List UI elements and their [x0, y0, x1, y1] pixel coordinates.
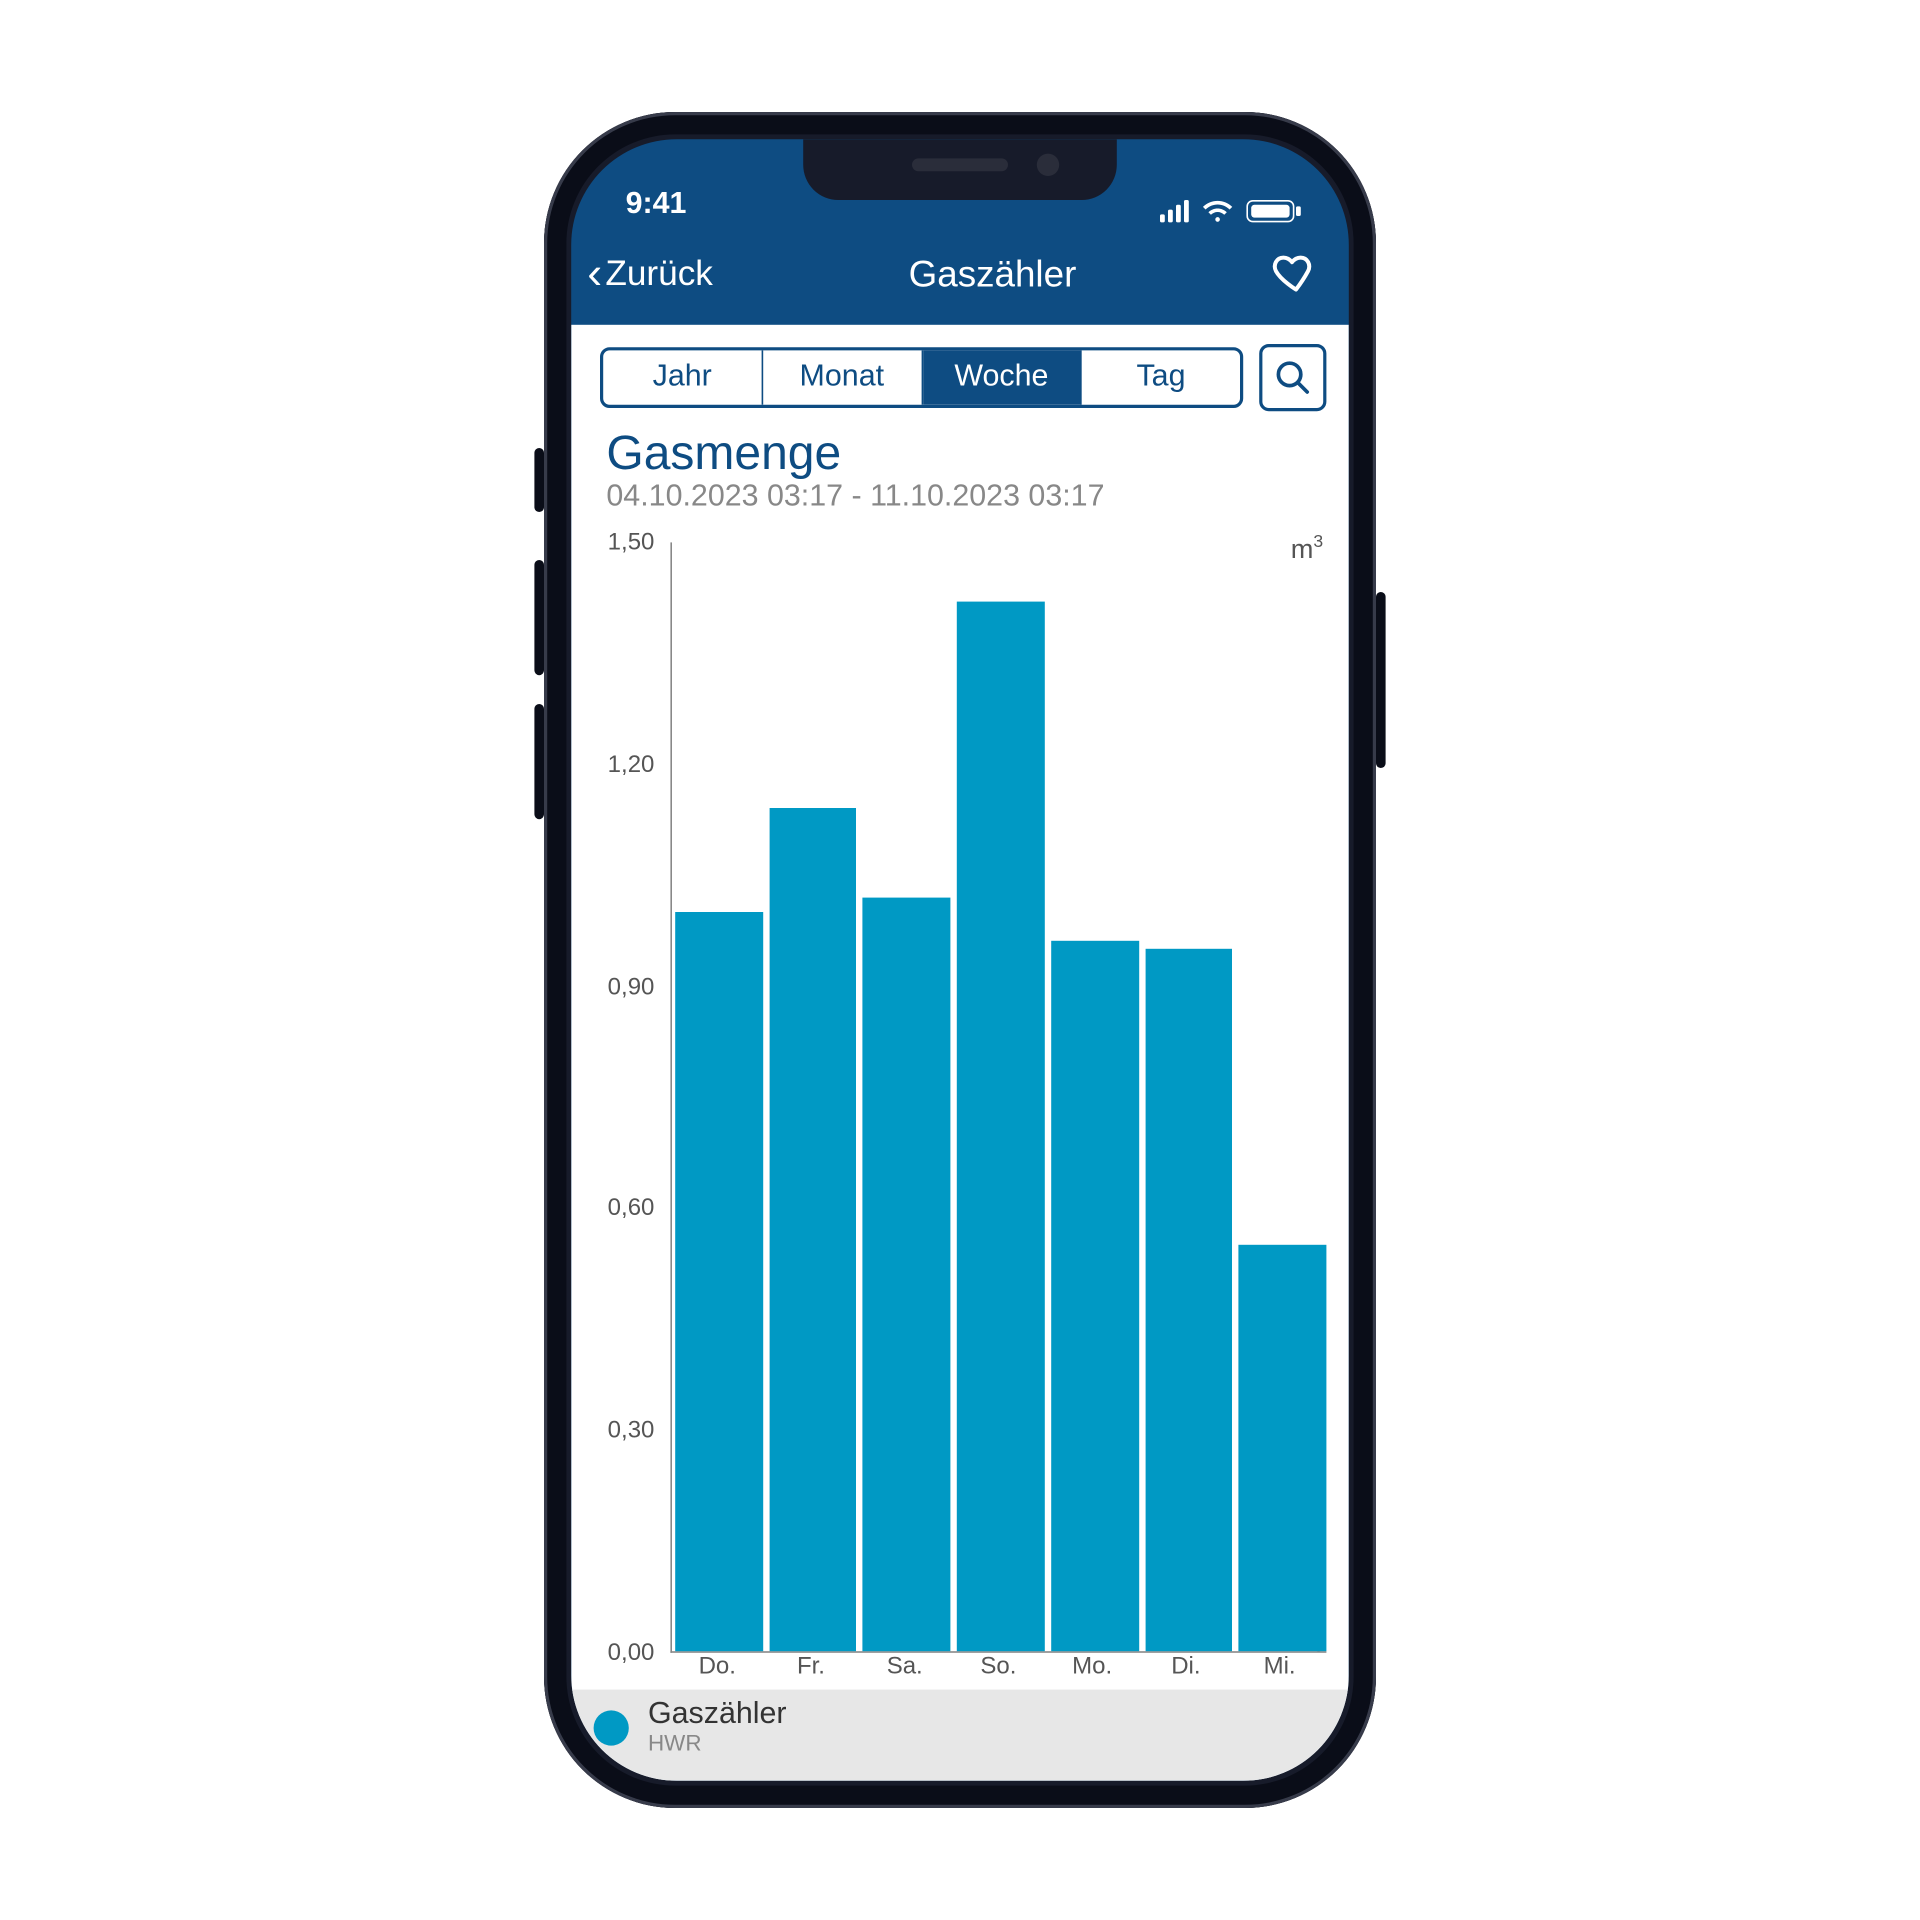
bar-Mo.[interactable]: [1051, 942, 1139, 1652]
legend-swatch: [594, 1710, 629, 1745]
segment-jahr[interactable]: Jahr: [603, 350, 763, 404]
bar-Fr.[interactable]: [769, 809, 857, 1652]
page-title: Gaszähler: [909, 252, 1077, 295]
y-tick-label: 0,30: [608, 1417, 655, 1444]
bar-Sa.[interactable]: [863, 897, 951, 1651]
chart-title: Gasmenge: [606, 427, 1320, 481]
mute-switch[interactable]: [534, 448, 544, 512]
chart-bars: [672, 542, 1326, 1651]
segment-woche[interactable]: Woche: [922, 350, 1082, 404]
y-tick-label: 1,20: [608, 751, 655, 778]
phone-notch: [803, 139, 1117, 200]
back-label: Zurück: [605, 253, 713, 295]
wifi-icon: [1202, 198, 1234, 222]
range-segmented-control[interactable]: JahrMonatWocheTag: [600, 347, 1243, 408]
segment-tag[interactable]: Tag: [1082, 350, 1240, 404]
back-button[interactable]: ‹ Zurück: [587, 251, 713, 296]
y-tick-label: 0,60: [608, 1195, 655, 1222]
x-tick-label: Di.: [1139, 1653, 1233, 1688]
x-tick-label: Fr.: [764, 1653, 858, 1688]
volume-up-button[interactable]: [534, 560, 544, 675]
content-area: JahrMonatWocheTag Gasmenge 04.10.2023 03…: [571, 325, 1349, 1781]
x-tick-label: So.: [952, 1653, 1046, 1688]
range-toolbar: JahrMonatWocheTag: [571, 325, 1349, 424]
volume-down-button[interactable]: [534, 704, 544, 819]
bar-Di.[interactable]: [1145, 949, 1233, 1651]
status-time: 9:41: [626, 187, 687, 222]
segment-monat[interactable]: Monat: [763, 350, 923, 404]
favorite-heart-icon[interactable]: [1272, 250, 1320, 298]
bar-So.[interactable]: [957, 602, 1045, 1652]
magnifier-icon: [1274, 358, 1312, 396]
battery-icon: [1246, 199, 1294, 221]
x-tick-label: Mi.: [1233, 1653, 1327, 1688]
phone-screen: 9:41 ‹ Zurück: [571, 139, 1349, 1781]
y-tick-label: 0,00: [608, 1639, 655, 1666]
x-tick-label: Sa.: [858, 1653, 952, 1688]
bar-chart: m3 Wochentag 0,000,300,600,901,201,50 Do…: [600, 542, 1326, 1688]
chart-legend[interactable]: Gaszähler HWR: [571, 1690, 1349, 1781]
chart-subtitle: 04.10.2023 03:17 - 11.10.2023 03:17: [606, 480, 1320, 515]
bar-Do.[interactable]: [675, 912, 763, 1651]
plot-area: [670, 542, 1326, 1652]
y-axis-labels: 0,000,300,600,901,201,50: [600, 542, 664, 1652]
legend-title: Gaszähler: [648, 1700, 787, 1732]
x-tick-label: Mo.: [1045, 1653, 1139, 1688]
chevron-left-icon: ‹: [587, 251, 602, 296]
phone-device-frame: 9:41 ‹ Zurück: [544, 112, 1376, 1808]
power-button[interactable]: [1376, 592, 1386, 768]
x-axis-labels: Do.Fr.Sa.So.Mo.Di.Mi.: [670, 1653, 1326, 1688]
nav-bar: ‹ Zurück Gaszähler: [571, 232, 1349, 325]
legend-subtitle: HWR: [648, 1732, 787, 1756]
y-tick-label: 0,90: [608, 973, 655, 1000]
y-tick-label: 1,50: [608, 529, 655, 556]
x-tick-label: Do.: [670, 1653, 764, 1688]
cellular-signal-icon: [1160, 199, 1189, 221]
search-button[interactable]: [1259, 344, 1326, 411]
bar-Mi.[interactable]: [1239, 1245, 1327, 1652]
